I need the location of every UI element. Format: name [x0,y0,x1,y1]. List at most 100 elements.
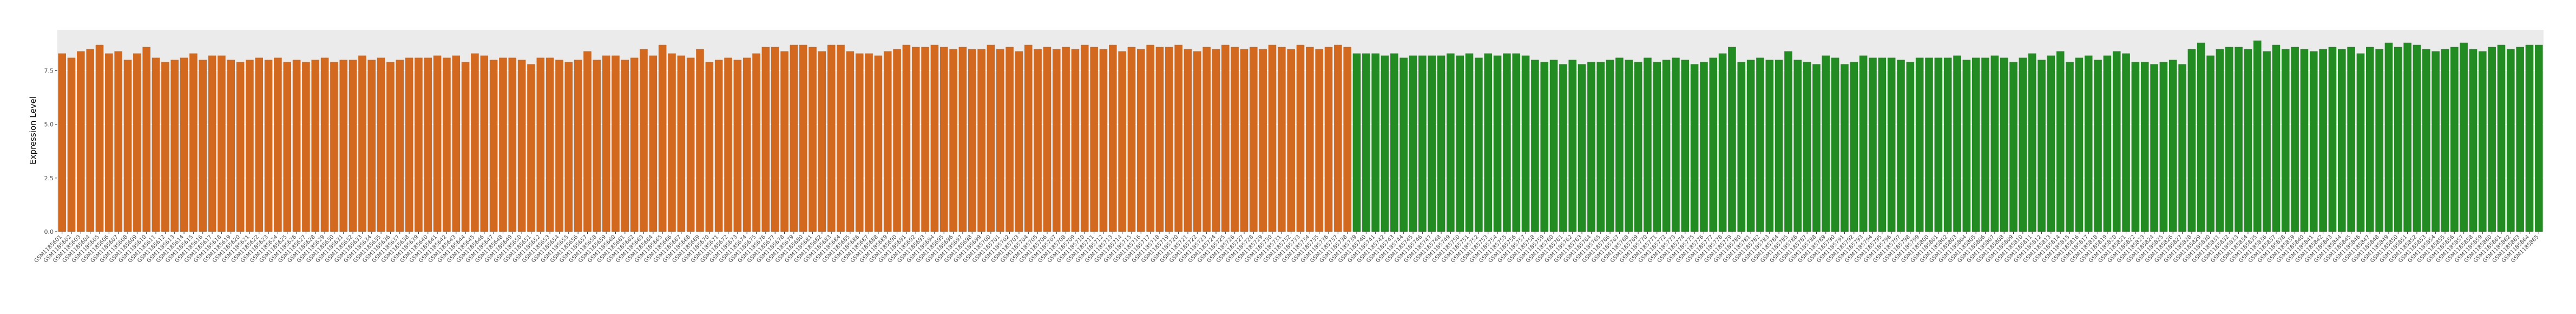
bar [1343,47,1351,232]
bar [1822,55,1830,232]
bar [1756,57,1764,232]
bar [396,60,404,232]
bar [2235,47,2243,232]
bar [527,64,535,232]
bar [621,60,629,232]
bar [1362,53,1370,232]
bar [602,55,610,232]
bar [208,55,216,232]
bar [921,47,929,232]
bar [612,55,620,232]
bar [1174,44,1182,232]
bar [1428,55,1436,232]
bar [218,55,226,232]
bar [1943,57,1952,232]
bar [883,51,892,232]
bar [2206,55,2214,232]
bar [433,55,442,232]
bar [1503,53,1511,232]
bar [1137,49,1145,232]
bar [2356,53,2365,232]
bar [649,55,658,232]
bar [1015,51,1023,232]
bar [1662,60,1671,232]
bar [1287,49,1295,232]
bar [1212,49,1220,232]
bar [2328,47,2337,232]
bar [874,55,883,232]
bar [2337,49,2346,232]
bar [846,51,855,232]
bar [2366,47,2374,232]
bar [574,60,582,232]
bar [1399,57,1408,232]
bar [236,62,245,232]
bar [2159,62,2168,232]
bar [443,57,451,232]
bar [1672,57,1680,232]
bar [939,47,948,232]
bar [2384,42,2393,232]
bar [2507,49,2515,232]
bar [1221,44,1230,232]
bar [1456,55,1464,232]
bar [1587,62,1595,232]
bar [95,44,104,232]
bar [2309,51,2318,232]
bar [2300,49,2309,232]
bar [2038,60,2046,232]
bar [2103,55,2112,232]
bar [142,47,150,232]
bar [714,60,723,232]
bar [1559,64,1567,232]
bar [114,51,122,232]
bar [1634,62,1642,232]
bar [893,49,901,232]
bar [58,53,66,232]
bar [2216,49,2224,232]
bar [1109,44,1117,232]
bar [320,57,329,232]
bar [339,60,348,232]
bar [1793,60,1802,232]
bar [415,57,423,232]
bar [1250,47,1258,232]
bar [1043,47,1052,232]
bar [2028,53,2036,232]
bar [2422,49,2430,232]
bar [283,62,292,232]
bar [2009,62,2018,232]
bar [274,57,282,232]
bar [1915,57,1924,232]
bar [2168,60,2177,232]
y-axis-title: Expression Level [28,96,38,165]
bar [987,44,995,232]
bar [536,57,545,232]
bar [264,60,273,232]
bar [1625,60,1633,232]
bar [1709,57,1718,232]
bar [1062,47,1070,232]
bar [958,47,967,232]
bar [386,62,395,232]
y-tick-label: 5.0 [44,121,54,128]
bar [1728,47,1736,232]
bar [1578,64,1586,232]
bar [1841,64,1849,232]
bar [2066,62,2074,232]
bar [1850,62,1858,232]
bar [1418,55,1427,232]
bar [1615,57,1624,232]
bar [2122,53,2130,232]
bar [771,47,779,232]
bar [1765,60,1774,232]
bar [696,49,704,232]
bar [1531,60,1539,232]
bar [246,60,254,232]
bar [2479,51,2487,232]
bar [2272,44,2281,232]
bar [1775,60,1783,232]
bar [2460,42,2468,232]
bar [724,57,732,232]
